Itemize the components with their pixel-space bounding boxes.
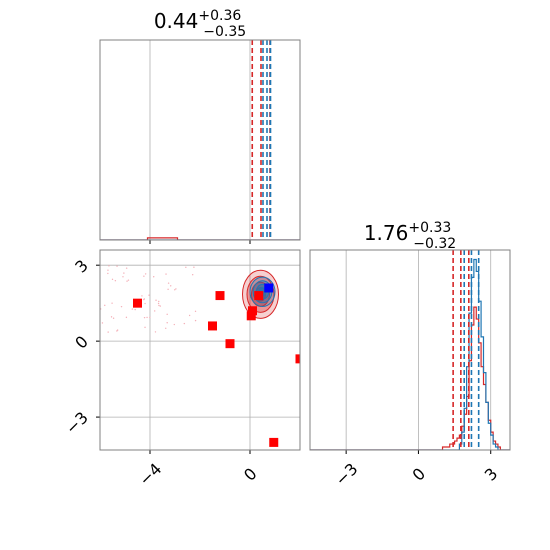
x-tick-label: 0 [240,464,261,485]
y-tick-label: 0 [71,332,92,353]
plot-area-1 [100,250,300,450]
density-point [107,272,109,275]
density-point [158,304,160,307]
plot-area-0 [100,40,300,240]
density-point [165,327,167,330]
density-point [120,305,123,308]
density-point [155,299,157,301]
density-point [144,302,146,305]
density-point [193,266,195,268]
density-point [125,316,128,319]
density-point [127,279,130,281]
density-point [188,314,191,317]
density-point [104,304,106,307]
histogram-series-1 [310,258,510,450]
title-param1-minus: −0.35 [203,24,246,40]
plot-area-2 [310,250,510,450]
density-point [131,308,134,310]
density-point [167,282,170,284]
x-tick-label: −3 [331,459,361,489]
scatter-marker [133,298,142,308]
title-param2-value: 1.76 [364,221,409,245]
density-point [154,310,156,312]
scatter-marker [264,283,274,293]
histogram-panel-param1 [99,39,301,244]
title-param1: 0.44+0.36 −0.35 [154,8,246,40]
density-point [107,331,109,333]
density-point [183,322,186,325]
density-point [185,266,187,269]
density-point [170,285,172,287]
density-point [157,302,160,305]
density-point [125,267,128,269]
density-point [144,273,147,275]
y-tick-label: 3 [71,256,92,277]
density-point [143,316,146,319]
density-point [167,288,169,291]
panel-frame [99,249,301,451]
y-tick-label: −3 [62,408,92,438]
x-tick-label: 0 [408,464,429,485]
density-point [108,265,110,267]
histogram-series-0 [100,237,300,240]
density-point [114,280,117,282]
histogram-panel-param2: −3 0 3 [309,249,511,489]
panel-frame [309,249,511,451]
density-point [107,269,109,271]
x-tick-label: 3 [481,464,502,485]
panel-frame [99,39,301,241]
density-point [146,316,148,319]
title-param2: 1.76+0.33 −0.32 [364,220,456,252]
density-point [101,322,104,324]
density-point [143,275,145,277]
density-point [111,278,114,281]
density-point [159,305,161,307]
title-param1-value: 0.44 [154,9,199,33]
density-point [154,331,157,333]
scatter-marker [215,291,225,301]
title-param2-minus: −0.32 [413,236,456,252]
density-point [116,265,118,267]
density-point [173,323,176,326]
scatter-marker [225,339,235,349]
density-point [191,274,194,276]
density-point [166,313,168,316]
density-point [153,276,155,278]
density-point [174,289,176,291]
density-point [166,322,168,324]
histogram-series-1 [100,239,300,240]
scatter-marker [246,311,256,321]
density-point [123,272,125,274]
scatter-marker [208,321,217,331]
density-point [143,298,145,301]
density-point [141,295,143,297]
histogram-series-0 [310,306,510,450]
scatter-panel: −4 0 −3 0 3 [62,249,301,489]
density-point [122,276,124,278]
density-point [134,308,136,311]
scatter-marker [295,354,300,364]
density-point [112,317,115,319]
density-point [158,300,160,303]
density-point [165,273,167,275]
density-point [110,316,113,318]
density-point [116,330,118,332]
scatter-marker [269,437,279,447]
density-point [148,294,150,296]
density-point [175,288,177,290]
scatter-marker [254,291,264,301]
title-param1-plus: +0.36 [198,8,241,24]
density-point [144,326,146,329]
density-point [194,310,197,313]
scatter-marker [248,306,257,316]
density-point [126,280,128,282]
density-point [149,316,151,319]
density-point [194,319,197,322]
x-tick-label: −4 [135,459,165,489]
density-point [111,302,113,304]
title-param2-plus: +0.33 [408,220,451,236]
